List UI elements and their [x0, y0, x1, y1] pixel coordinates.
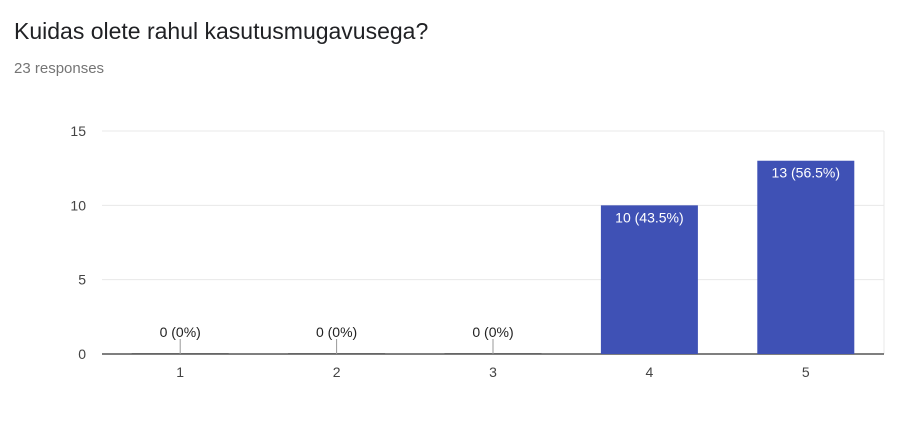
- y-axis-ticks: 0 5 10 15: [70, 123, 86, 362]
- x-axis-ticks: 1 2 3 4 5: [176, 364, 810, 380]
- bar-5: [757, 160, 855, 354]
- y-tick-label-5: 5: [78, 272, 86, 288]
- data-label-1: 0 (0%): [160, 324, 201, 340]
- data-label-5: 13 (56.5%): [772, 165, 840, 181]
- data-label-4: 10 (43.5%): [615, 209, 683, 225]
- y-tick-label-0: 0: [78, 346, 86, 362]
- x-tick-label-1: 1: [176, 364, 184, 380]
- x-tick-label-3: 3: [489, 364, 497, 380]
- response-count: 23 responses: [14, 60, 105, 77]
- question-title: Kuidas olete rahul kasutusmugavusega?: [14, 18, 429, 44]
- x-tick-label-2: 2: [333, 364, 341, 380]
- y-tick-label-15: 15: [70, 123, 86, 139]
- data-label-2: 0 (0%): [316, 324, 357, 340]
- bars: [131, 160, 855, 354]
- x-tick-label-4: 4: [646, 364, 654, 380]
- y-tick-label-10: 10: [70, 197, 86, 213]
- data-labels: 0 (0%) 0 (0%) 0 (0%) 10 (43.5%) 13 (56.5%): [160, 165, 840, 340]
- x-tick-label-5: 5: [802, 364, 810, 380]
- bar-4: [600, 205, 698, 354]
- data-label-3: 0 (0%): [472, 324, 513, 340]
